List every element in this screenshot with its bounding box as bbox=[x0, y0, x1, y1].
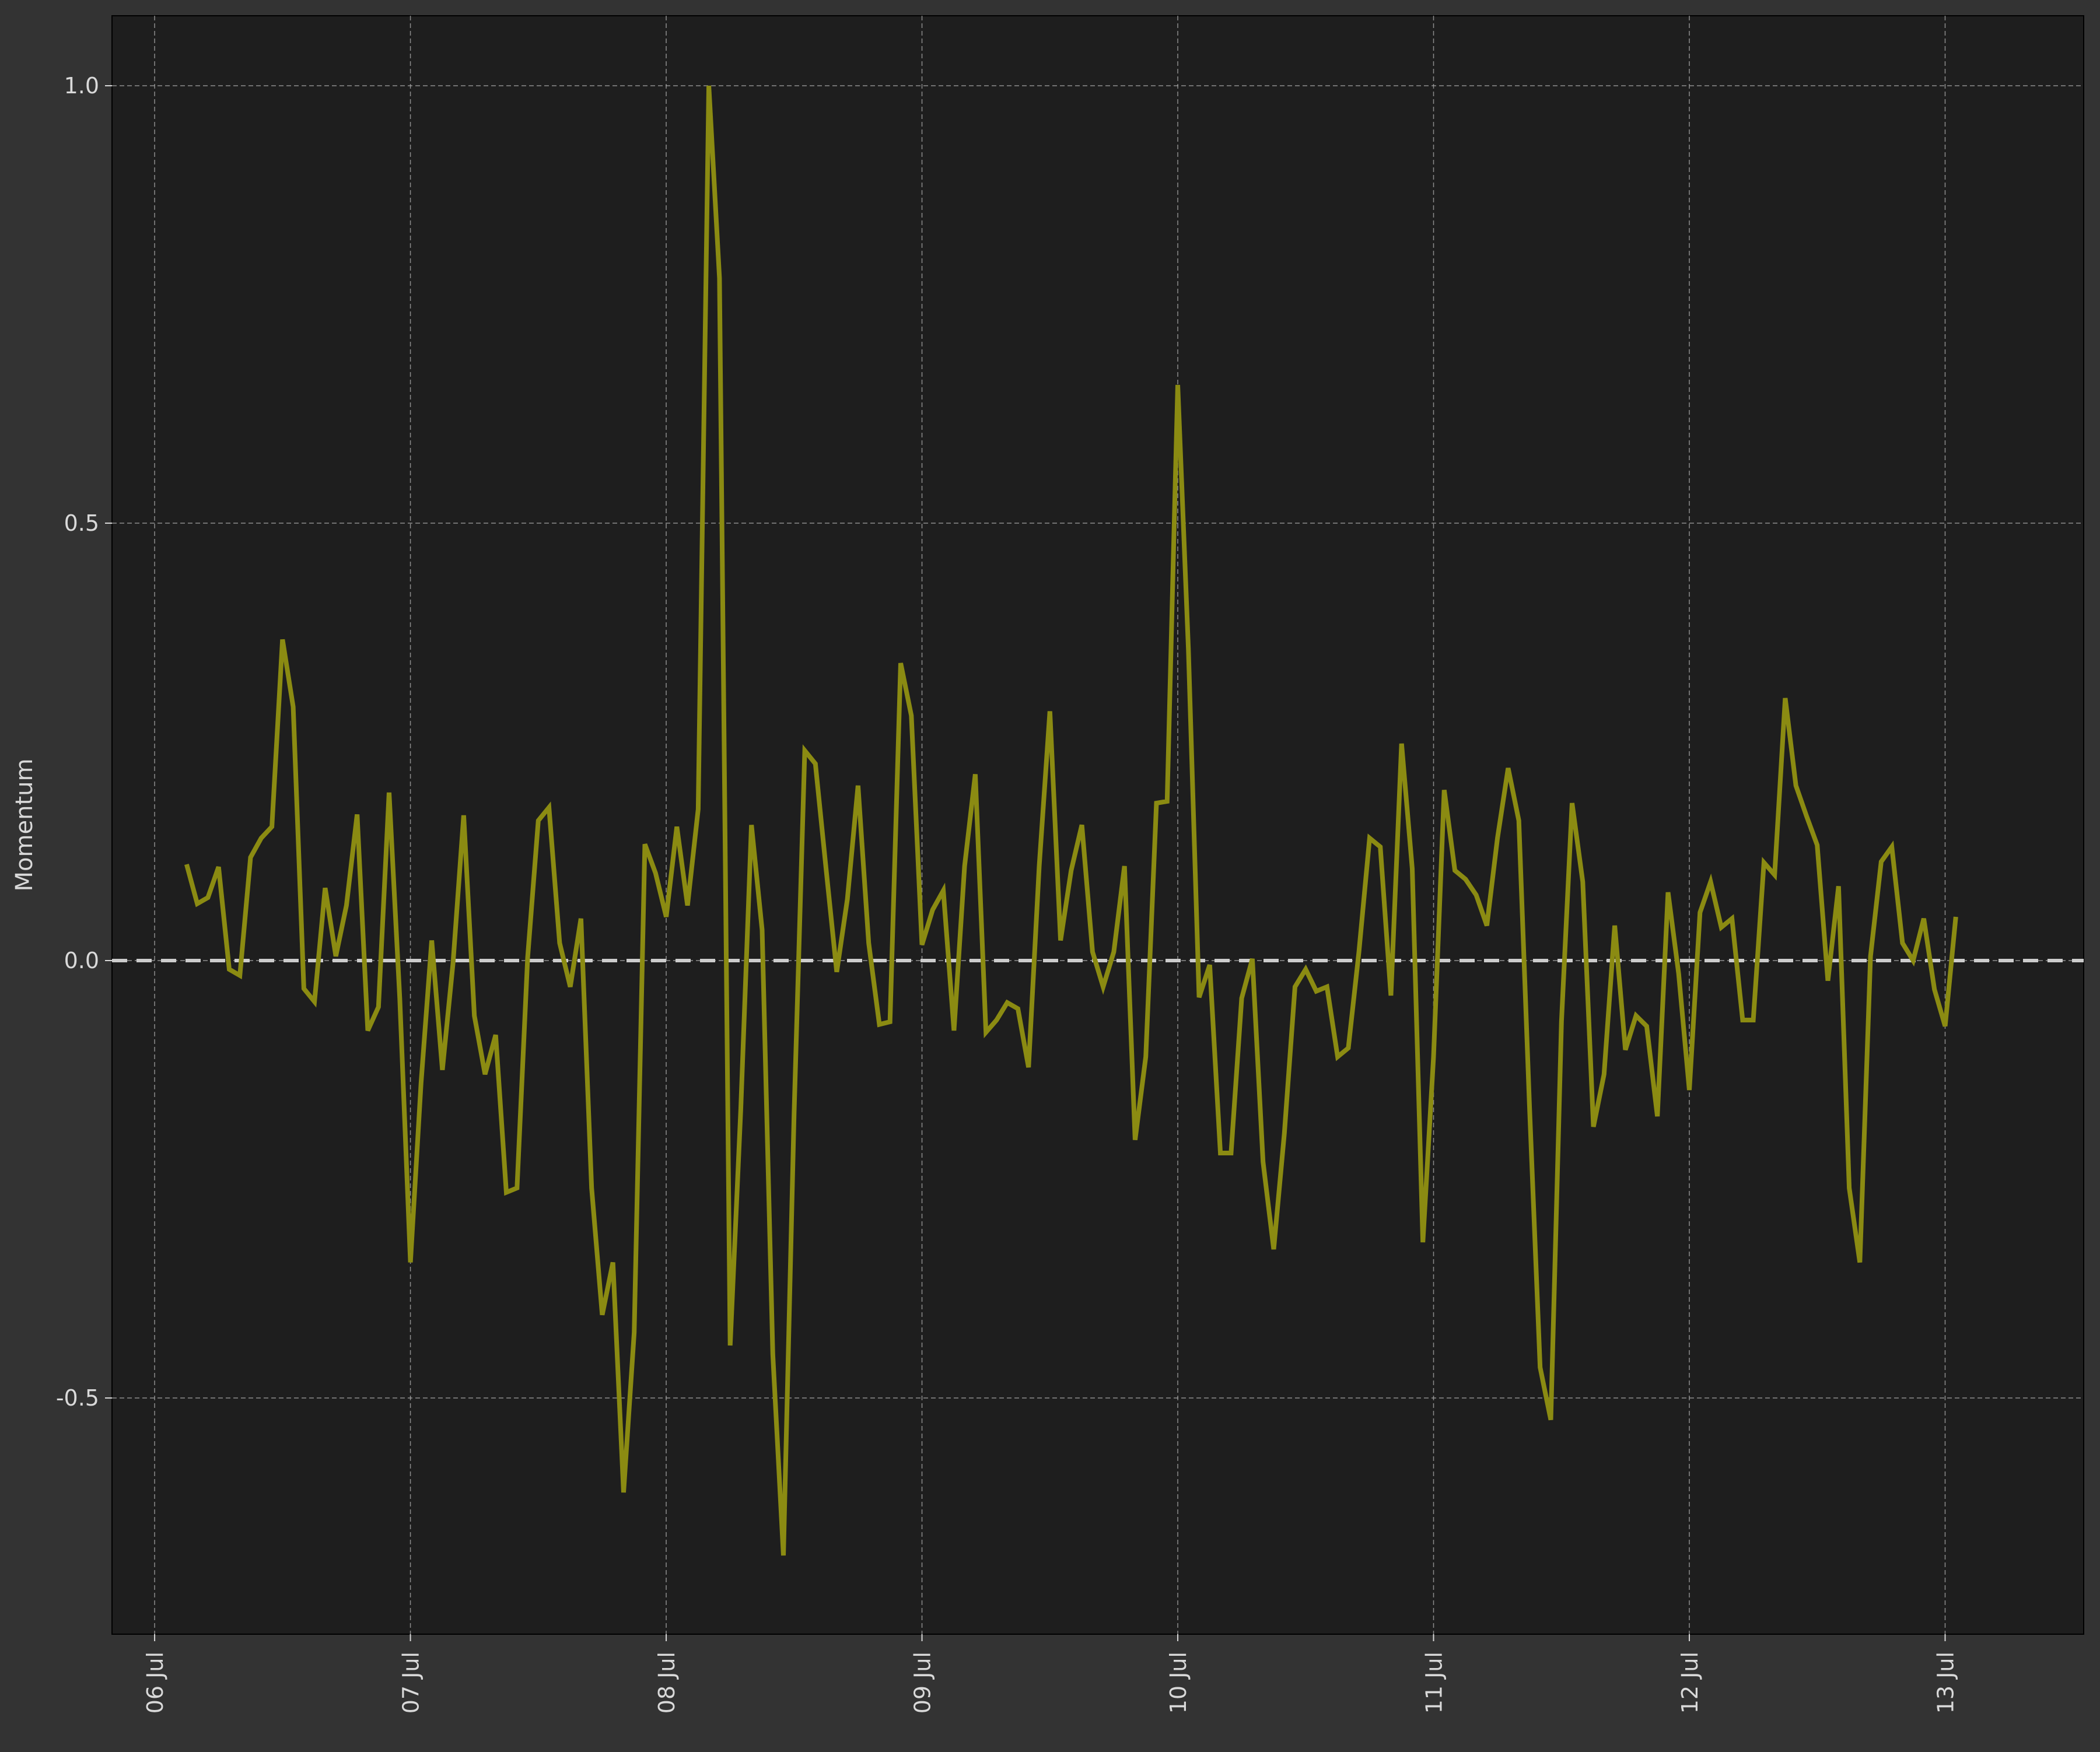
y-tick-label: 1.0 bbox=[64, 73, 99, 99]
x-tick-label: 08 Jul bbox=[654, 1652, 680, 1714]
y-tick-label: 0.0 bbox=[64, 948, 99, 973]
y-tick-label: -0.5 bbox=[56, 1385, 99, 1411]
y-axis-label: Momentum bbox=[11, 759, 38, 892]
x-tick-label: 07 Jul bbox=[398, 1652, 424, 1714]
series-layer bbox=[184, 85, 1958, 1556]
x-tick-label: 11 Jul bbox=[1422, 1652, 1447, 1714]
x-tick-label: 12 Jul bbox=[1677, 1652, 1703, 1714]
series-line bbox=[184, 85, 1958, 1556]
x-tick-label: 13 Jul bbox=[1933, 1652, 1958, 1714]
plot-area bbox=[111, 15, 2084, 1635]
x-tick-label: 10 Jul bbox=[1166, 1652, 1191, 1714]
axes: 06 Jul 07 Jul 08 Jul 09 Jul 10 Jul 11 Jul 12 J… bbox=[56, 73, 1959, 1714]
y-tick-label: 0.5 bbox=[64, 510, 99, 536]
x-tick-label: 09 Jul bbox=[910, 1652, 936, 1714]
x-tick-label: 06 Jul bbox=[142, 1652, 168, 1714]
axis-labels: Momentum bbox=[11, 759, 38, 892]
